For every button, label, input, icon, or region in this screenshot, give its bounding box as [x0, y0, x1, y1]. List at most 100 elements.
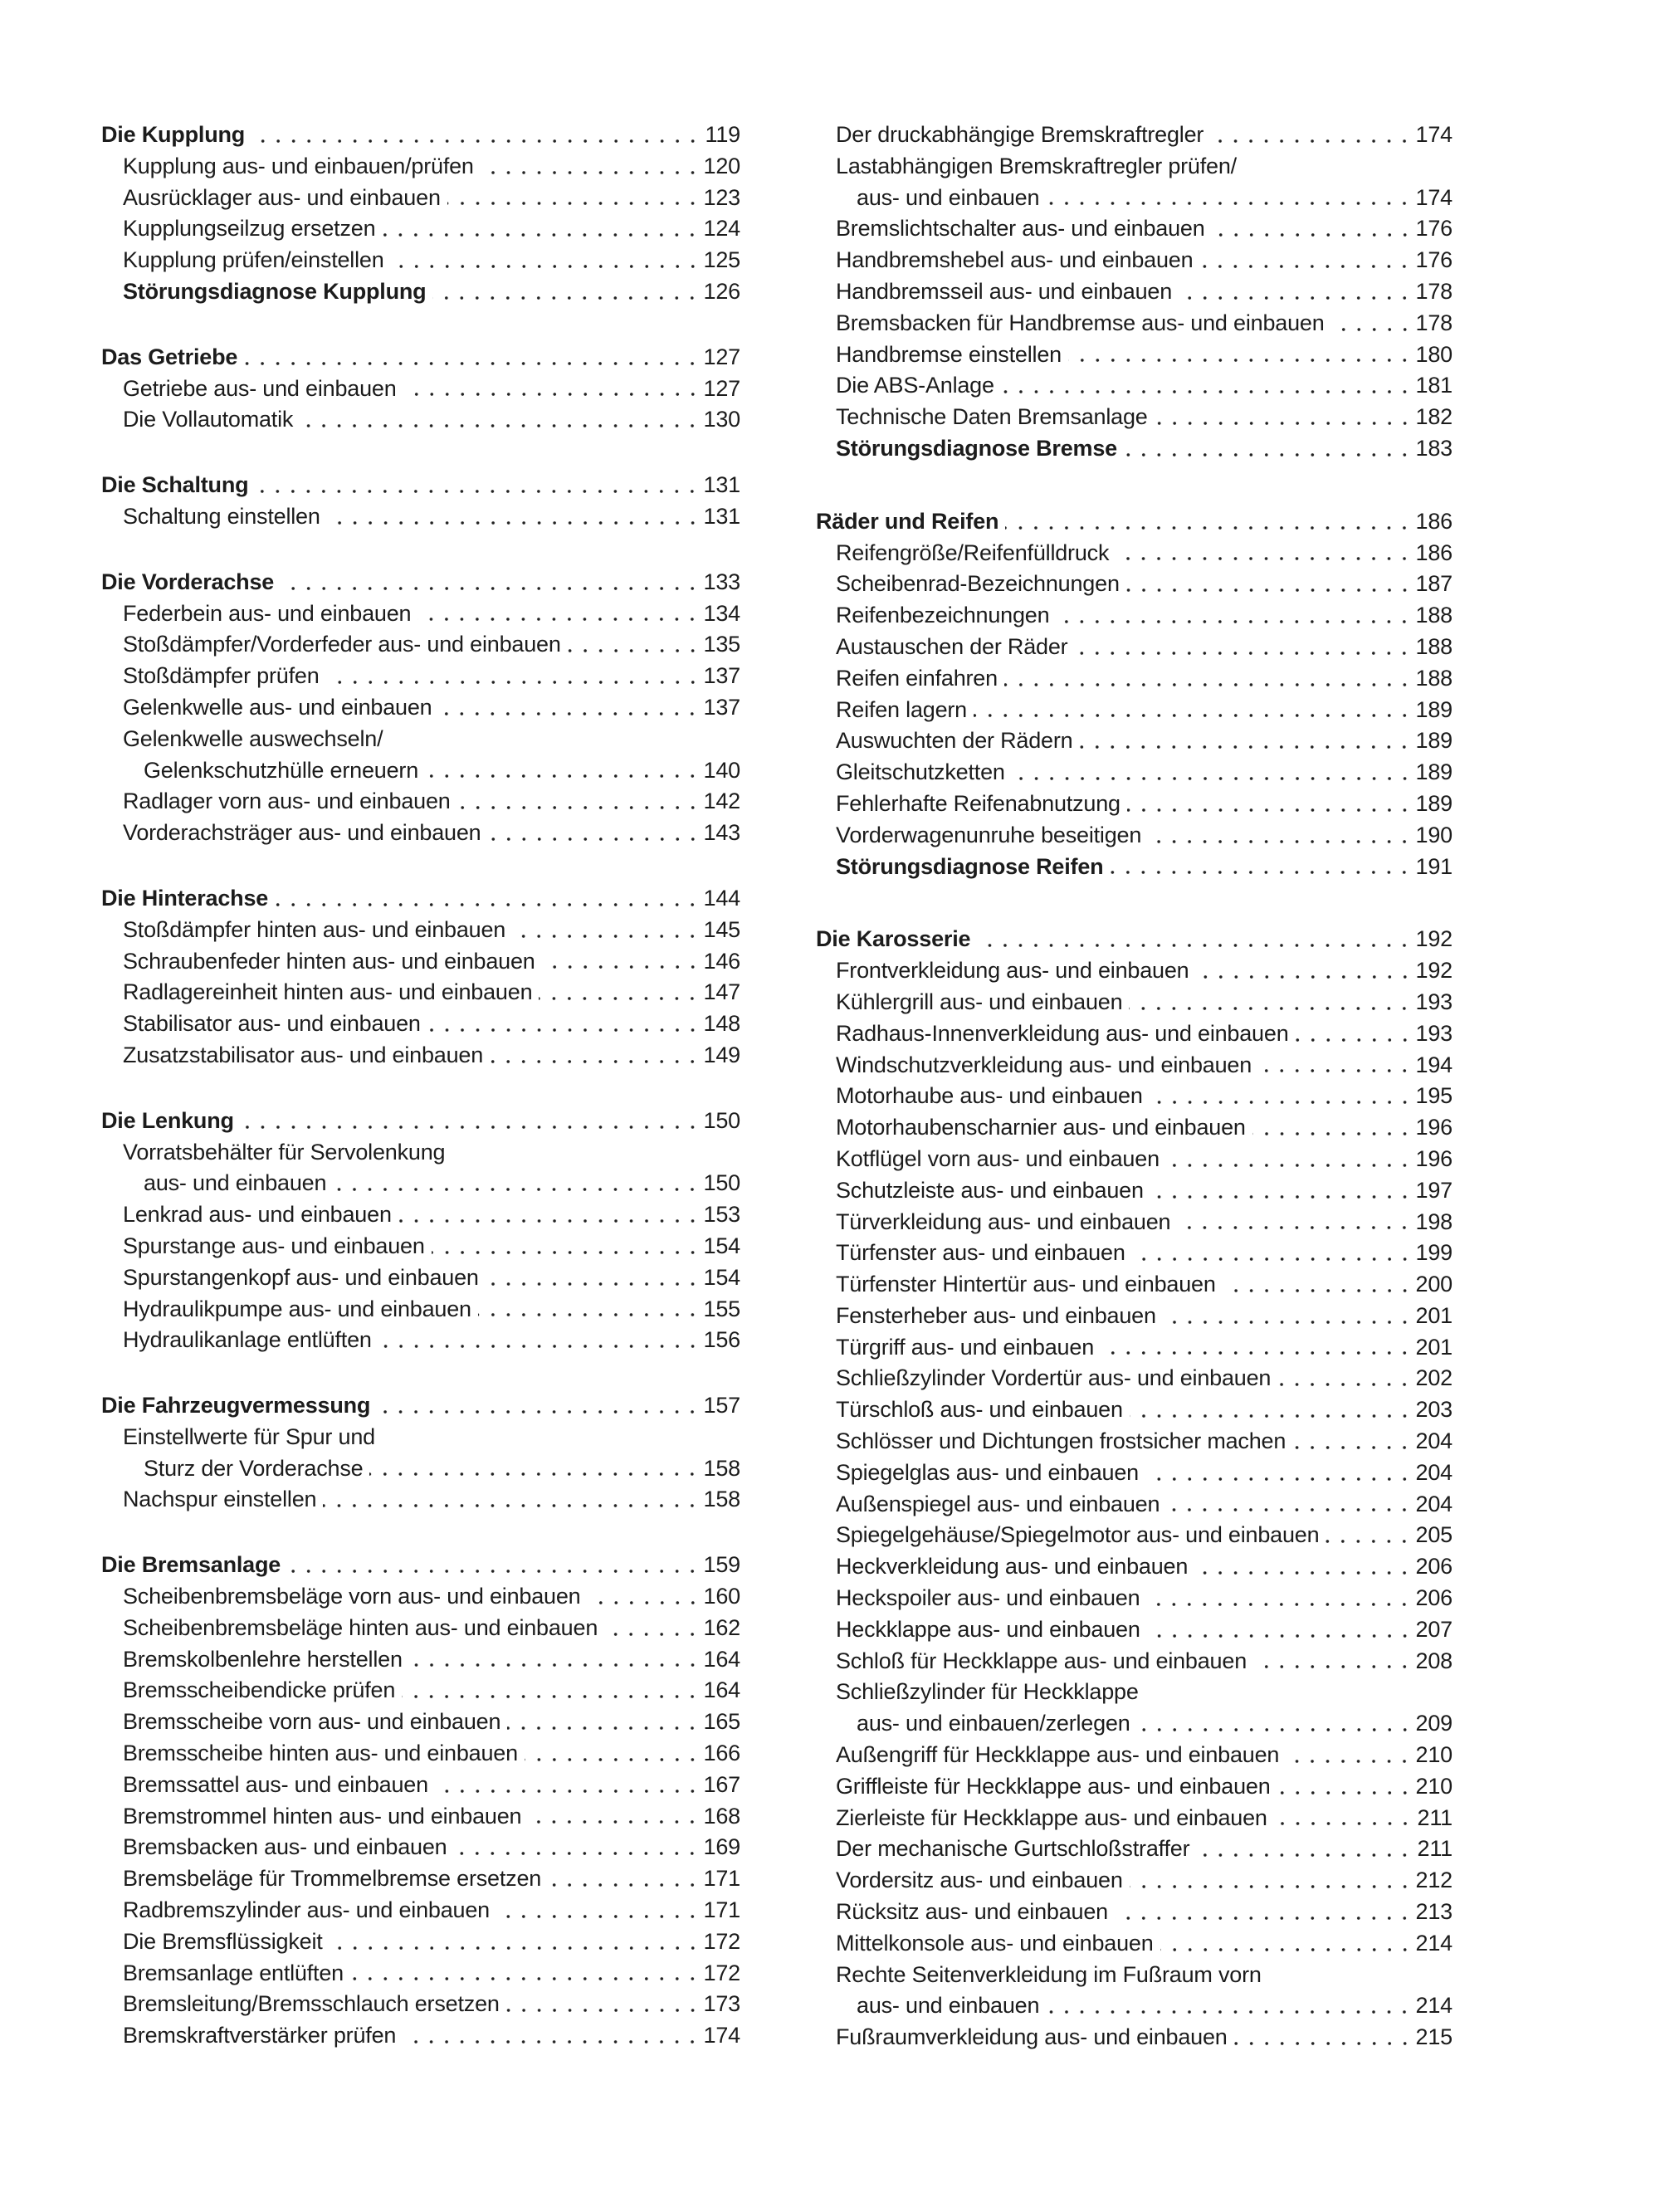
toc-entry[interactable]: Hydraulikpumpe aus- und einbauen 155 — [101, 1294, 740, 1326]
toc-entry[interactable]: Griffleiste für Heckklappe aus- und einb… — [816, 1771, 1452, 1803]
toc-entry[interactable]: Türfenster aus- und einbauen 199 — [816, 1238, 1452, 1269]
toc-chapter-heading[interactable]: Die Hinterachse 144 — [101, 883, 740, 915]
toc-entry[interactable]: Bremsleitung/Bremsschlauch ersetzen 173 — [101, 1989, 740, 2020]
toc-entry[interactable]: Gleitschutzketten 189 — [816, 757, 1452, 789]
toc-entry[interactable]: Vorderachsträger aus- und einbauen 143 — [101, 818, 740, 849]
toc-entry[interactable]: Spurstange aus- und einbauen 154 — [101, 1231, 740, 1262]
toc-entry[interactable]: Nachspur einstellen 158 — [101, 1484, 740, 1516]
toc-entry[interactable]: Reifen einfahren 188 — [816, 663, 1452, 695]
toc-entry[interactable]: Radhaus-Innenverkleidung aus- und einbau… — [816, 1018, 1452, 1050]
toc-entry[interactable]: Schlösser und Dichtungen frostsicher mac… — [816, 1426, 1452, 1458]
toc-entry[interactable]: Scheibenrad-Bezeichnungen 187 — [816, 569, 1452, 600]
toc-entry[interactable]: aus- und einbauen/zerlegen 209 — [816, 1708, 1452, 1740]
toc-entry[interactable]: Kotflügel vorn aus- und einbauen 196 — [816, 1144, 1452, 1175]
toc-entry[interactable]: Außengriff für Heckklappe aus- und einba… — [816, 1740, 1452, 1771]
toc-entry[interactable]: Rechte Seitenverkleidung im Fußraum vorn — [816, 1960, 1452, 1991]
toc-entry[interactable]: Die Bremsflüssigkeit 172 — [101, 1926, 740, 1958]
toc-entry[interactable]: Einstellwerte für Spur und — [101, 1422, 740, 1453]
toc-entry[interactable]: Motorhaubenscharnier aus- und einbauen 19… — [816, 1112, 1452, 1144]
toc-chapter-heading[interactable]: Die Fahrzeugvermessung 157 — [101, 1390, 740, 1422]
toc-entry[interactable]: Außenspiegel aus- und einbauen 204 — [816, 1489, 1452, 1521]
toc-chapter-heading[interactable]: Die Lenkung 150 — [101, 1106, 740, 1137]
toc-entry[interactable]: Reifengröße/Reifenfülldruck 186 — [816, 538, 1452, 569]
toc-entry[interactable]: Spiegelglas aus- und einbauen 204 — [816, 1458, 1452, 1489]
toc-entry[interactable]: Bremssattel aus- und einbauen 167 — [101, 1770, 740, 1801]
toc-entry[interactable]: Motorhaube aus- und einbauen 195 — [816, 1081, 1452, 1112]
toc-chapter-heading[interactable]: Die Schaltung 131 — [101, 470, 740, 501]
toc-entry[interactable]: Stoßdämpfer prüfen 137 — [101, 661, 740, 692]
toc-entry[interactable]: Bremsscheibe vorn aus- und einbauen 165 — [101, 1707, 740, 1738]
toc-entry[interactable]: Bremstrommel hinten aus- und einbauen 168 — [101, 1801, 740, 1833]
toc-entry[interactable]: Bremslichtschalter aus- und einbauen 176 — [816, 213, 1452, 245]
toc-entry[interactable]: Rücksitz aus- und einbauen 213 — [816, 1897, 1452, 1928]
toc-entry[interactable]: Stoßdämpfer/Vorderfeder aus- und einbaue… — [101, 629, 740, 661]
toc-entry[interactable]: Technische Daten Bremsanlage 182 — [816, 402, 1452, 433]
toc-entry[interactable]: Bremsscheibendicke prüfen 164 — [101, 1675, 740, 1707]
toc-chapter-heading[interactable]: Das Getriebe 127 — [101, 342, 740, 374]
toc-entry[interactable]: Federbein aus- und einbauen 134 — [101, 598, 740, 630]
toc-entry[interactable]: Getriebe aus- und einbauen 127 — [101, 374, 740, 405]
toc-entry[interactable]: Spiegelgehäuse/Spiegelmotor aus- und ein… — [816, 1520, 1452, 1551]
toc-entry[interactable]: Vordersitz aus- und einbauen 212 — [816, 1865, 1452, 1897]
toc-entry[interactable]: Radbremszylinder aus- und einbauen 171 — [101, 1895, 740, 1926]
toc-entry[interactable]: Handbremsseil aus- und einbauen 178 — [816, 276, 1452, 308]
toc-entry[interactable]: Schloß für Heckklappe aus- und einbauen 2… — [816, 1646, 1452, 1677]
toc-entry[interactable]: Reifenbezeichnungen 188 — [816, 600, 1452, 632]
toc-entry[interactable]: Heckverkleidung aus- und einbauen 206 — [816, 1551, 1452, 1583]
toc-entry[interactable]: Fußraumverkleidung aus- und einbauen 215 — [816, 2022, 1452, 2053]
toc-entry[interactable]: Vorratsbehälter für Servolenkung — [101, 1137, 740, 1169]
toc-entry[interactable]: Gelenkschutzhülle erneuern 140 — [101, 755, 740, 787]
toc-entry[interactable]: Zierleiste für Heckklappe aus- und einba… — [816, 1803, 1452, 1834]
toc-entry[interactable]: Bremsbeläge für Trommelbremse ersetzen 17… — [101, 1863, 740, 1895]
toc-entry[interactable]: Türgriff aus- und einbauen 201 — [816, 1332, 1452, 1364]
toc-entry[interactable]: Kühlergrill aus- und einbauen 193 — [816, 987, 1452, 1018]
toc-entry[interactable]: Lenkrad aus- und einbauen 153 — [101, 1199, 740, 1231]
toc-entry[interactable]: Scheibenbremsbeläge hinten aus- und einb… — [101, 1613, 740, 1644]
toc-entry[interactable]: Reifen lagern 189 — [816, 695, 1452, 726]
toc-entry[interactable]: Der mechanische Gurtschloßstraffer 211 — [816, 1834, 1452, 1865]
toc-entry[interactable]: Fehlerhafte Reifenabnutzung 189 — [816, 789, 1452, 820]
toc-entry[interactable]: Türfenster Hintertür aus- und einbauen 20… — [816, 1269, 1452, 1301]
toc-entry[interactable]: Bremsanlage entlüften 172 — [101, 1958, 740, 1990]
toc-chapter-heading[interactable]: Die Karosserie 192 — [816, 924, 1452, 955]
toc-entry[interactable]: Scheibenbremsbeläge vorn aus- und einbau… — [101, 1581, 740, 1613]
toc-entry[interactable]: Schaltung einstellen 131 — [101, 501, 740, 533]
toc-entry[interactable]: Kupplung aus- und einbauen/prüfen 120 — [101, 151, 740, 183]
toc-entry[interactable]: Störungsdiagnose Kupplung 126 — [101, 276, 740, 308]
toc-entry[interactable]: Türschloß aus- und einbauen 203 — [816, 1394, 1452, 1426]
toc-entry[interactable]: Türverkleidung aus- und einbauen 198 — [816, 1207, 1452, 1238]
toc-entry[interactable]: Fensterheber aus- und einbauen 201 — [816, 1301, 1452, 1332]
toc-entry[interactable]: Störungsdiagnose Bremse 183 — [816, 433, 1452, 465]
toc-entry[interactable]: aus- und einbauen 150 — [101, 1168, 740, 1199]
toc-entry[interactable]: Schraubenfeder hinten aus- und einbauen 1… — [101, 946, 740, 978]
toc-entry[interactable]: Kupplung prüfen/einstellen 125 — [101, 245, 740, 276]
toc-entry[interactable]: Die ABS-Anlage 181 — [816, 370, 1452, 402]
toc-entry[interactable]: Lastabhängigen Bremskraftregler prüfen/ — [816, 151, 1452, 183]
toc-entry[interactable]: Stoßdämpfer hinten aus- und einbauen 145 — [101, 915, 740, 946]
toc-entry[interactable]: Die Vollautomatik 130 — [101, 404, 740, 436]
toc-entry[interactable]: Frontverkleidung aus- und einbauen 192 — [816, 955, 1452, 987]
toc-entry[interactable]: Mittelkonsole aus- und einbauen 214 — [816, 1928, 1452, 1960]
toc-entry[interactable]: Bremsbacken für Handbremse aus- und einb… — [816, 308, 1452, 339]
toc-entry[interactable]: Spurstangenkopf aus- und einbauen 154 — [101, 1262, 740, 1294]
toc-chapter-heading[interactable]: Die Kupplung 119 — [101, 120, 740, 151]
toc-entry[interactable]: Stabilisator aus- und einbauen 148 — [101, 1008, 740, 1040]
toc-chapter-heading[interactable]: Räder und Reifen 186 — [816, 506, 1452, 538]
toc-entry[interactable]: aus- und einbauen 174 — [816, 183, 1452, 214]
toc-chapter-heading[interactable]: Die Vorderachse 133 — [101, 567, 740, 598]
toc-entry[interactable]: Schutzleiste aus- und einbauen 197 — [816, 1175, 1452, 1207]
toc-entry[interactable]: Bremsscheibe hinten aus- und einbauen 166 — [101, 1738, 740, 1770]
toc-entry[interactable]: Bremsbacken aus- und einbauen 169 — [101, 1832, 740, 1863]
toc-entry[interactable]: Bremskraftverstärker prüfen 174 — [101, 2020, 740, 2052]
toc-entry[interactable]: Gelenkwelle auswechseln/ — [101, 724, 740, 755]
toc-entry[interactable]: Radlager vorn aus- und einbauen 142 — [101, 786, 740, 818]
toc-entry[interactable]: Radlagereinheit hinten aus- und einbauen… — [101, 977, 740, 1008]
toc-entry[interactable]: Windschutzverkleidung aus- und einbauen 1… — [816, 1050, 1452, 1082]
toc-entry[interactable]: Bremskolbenlehre herstellen 164 — [101, 1644, 740, 1676]
toc-chapter-heading[interactable]: Die Bremsanlage 159 — [101, 1550, 740, 1581]
toc-entry[interactable]: aus- und einbauen 214 — [816, 1990, 1452, 2022]
toc-entry[interactable]: Gelenkwelle aus- und einbauen 137 — [101, 692, 740, 724]
toc-entry[interactable]: Hydraulikanlage entlüften 156 — [101, 1325, 740, 1356]
toc-entry[interactable]: Handbremse einstellen 180 — [816, 339, 1452, 371]
toc-entry[interactable]: Heckklappe aus- und einbauen 207 — [816, 1614, 1452, 1646]
